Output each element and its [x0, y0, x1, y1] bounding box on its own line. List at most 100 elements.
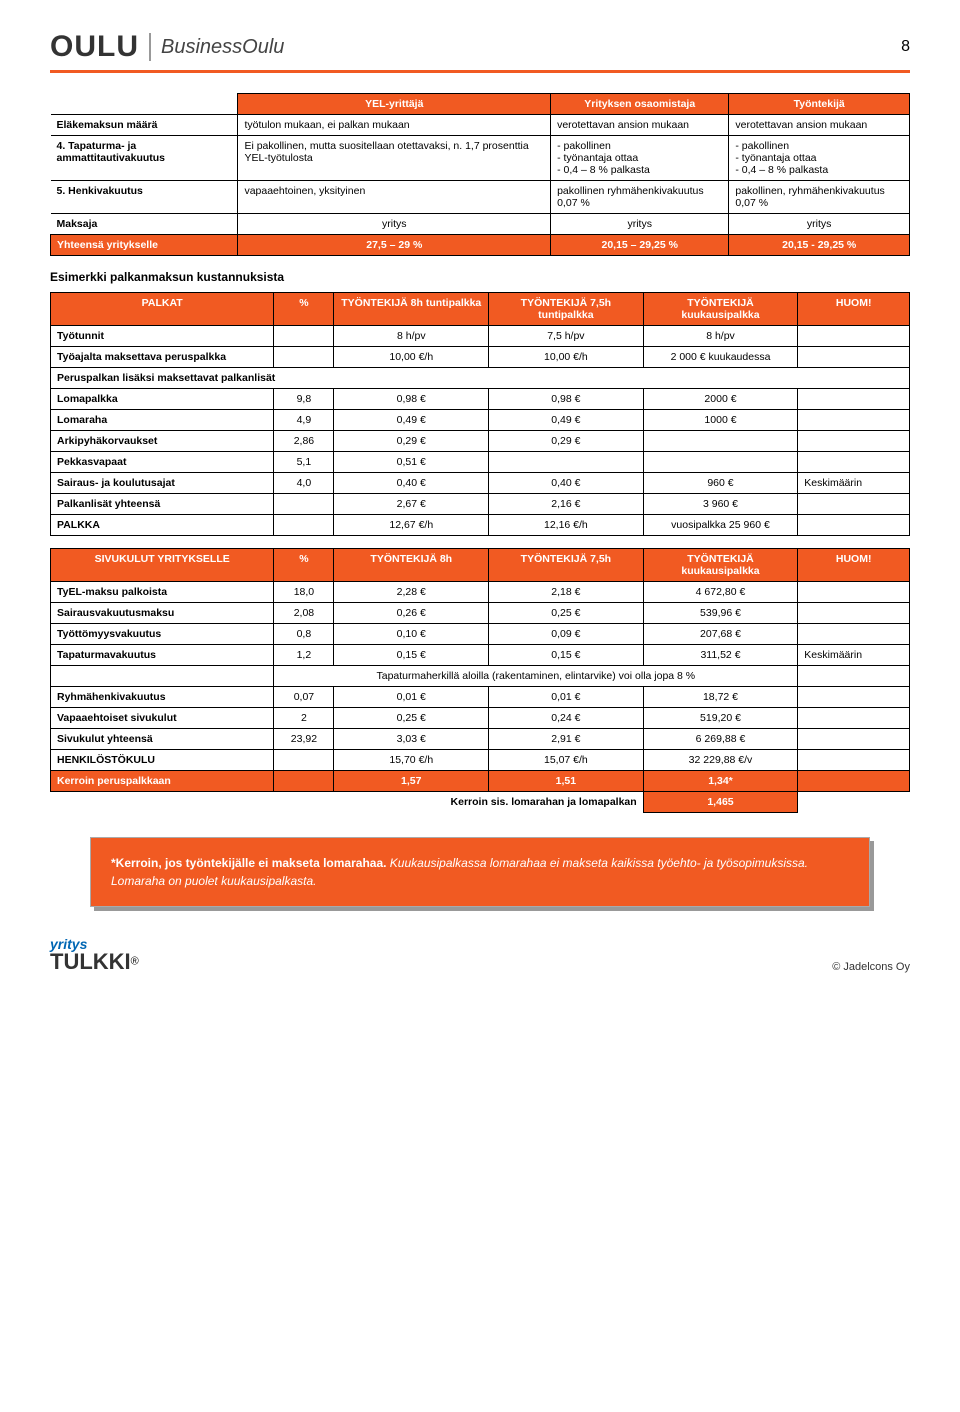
cell [798, 708, 910, 729]
logo-sub: BusinessOulu [161, 36, 284, 59]
cell: 3,03 € [334, 729, 489, 750]
cell: 0,98 € [334, 389, 489, 410]
cell: 2 [274, 708, 334, 729]
table-row: Sivukulut yhteensä23,923,03 €2,91 €6 269… [51, 729, 910, 750]
table-row: Palkanlisät yhteensä2,67 €2,16 €3 960 € [51, 494, 910, 515]
table-row: Ryhmähenkivakuutus0,070,01 €0,01 €18,72 … [51, 687, 910, 708]
cell [274, 494, 334, 515]
tulkki-main: TULKKI [50, 949, 131, 974]
col-header: SIVUKULUT YRITYKSELLE [51, 549, 274, 582]
cell: 10,00 €/h [334, 347, 489, 368]
cell: 15,70 €/h [334, 750, 489, 771]
page-header: OULU BusinessOulu 8 [50, 30, 910, 64]
insurance-table: YEL-yrittäjä Yrityksen osaomistaja Työnt… [50, 93, 910, 256]
table-row: Sairaus- ja koulutusajat4,00,40 €0,40 €9… [51, 473, 910, 494]
blank-cell [51, 666, 274, 687]
cell: 0,49 € [489, 410, 644, 431]
span-note-row: Tapaturmaherkillä aloilla (rakentaminen,… [51, 666, 910, 687]
col-header: TYÖNTEKIJÄ 8h tuntipalkka [334, 293, 489, 326]
row-label: Palkanlisät yhteensä [51, 494, 274, 515]
sum-cell: 27,5 – 29 % [238, 235, 551, 256]
cell [798, 624, 910, 645]
cell: 960 € [643, 473, 798, 494]
table-row: Maksaja yritys yritys yritys [51, 214, 910, 235]
cell [643, 431, 798, 452]
cell [798, 452, 910, 473]
cell: pakollinen ryhmähenkivakuutus 0,07 % [551, 181, 729, 214]
table-row: Työtunnit 8 h/pv 7,5 h/pv 8 h/pv [51, 326, 910, 347]
cell [798, 410, 910, 431]
row-label: Sairaus- ja koulutusajat [51, 473, 274, 494]
row-label: Eläkemaksun määrä [51, 115, 238, 136]
cell: Keskimäärin [798, 645, 910, 666]
blank-cell [798, 792, 910, 813]
cell: - pakollinen - työnantaja ottaa - 0,4 – … [551, 136, 729, 181]
table-row: Vapaaehtoiset sivukulut20,25 €0,24 €519,… [51, 708, 910, 729]
cell: 0,8 [274, 624, 334, 645]
row-label: Pekkasvapaat [51, 452, 274, 473]
cell: 207,68 € [643, 624, 798, 645]
cell: 4,0 [274, 473, 334, 494]
row-label: Lomaraha [51, 410, 274, 431]
cell: vapaaehtoinen, yksityinen [238, 181, 551, 214]
cell: 23,92 [274, 729, 334, 750]
sidecosts-table: SIVUKULUT YRITYKSELLE % TYÖNTEKIJÄ 8h TY… [50, 548, 910, 813]
row-label: Sivukulut yhteensä [51, 729, 274, 750]
table-row: PALKKA12,67 €/h12,16 €/hvuosipalkka 25 9… [51, 515, 910, 536]
cell: 539,96 € [643, 603, 798, 624]
cell: 0,40 € [334, 473, 489, 494]
cell [489, 452, 644, 473]
cell: 2,18 € [489, 582, 644, 603]
highlight-row: Kerroin peruspalkkaan1,571,511,34* [51, 771, 910, 792]
cell: 0,40 € [489, 473, 644, 494]
row-label: Kerroin peruspalkkaan [51, 771, 274, 792]
col-header: Yrityksen osaomistaja [551, 94, 729, 115]
section-title: Esimerkki palkanmaksun kustannuksista [50, 270, 910, 284]
sum-cell: 20,15 – 29,25 % [551, 235, 729, 256]
cell: 1,51 [489, 771, 644, 792]
col-header: % [274, 549, 334, 582]
col-header: % [274, 293, 334, 326]
copyright: © Jadelcons Oy [832, 961, 910, 973]
cell [274, 515, 334, 536]
cell: 0,26 € [334, 603, 489, 624]
row-label: Vapaaehtoiset sivukulut [51, 708, 274, 729]
row-label: Arkipyhäkorvaukset [51, 431, 274, 452]
cell: 0,15 € [489, 645, 644, 666]
cell: 7,5 h/pv [489, 326, 644, 347]
row-label: Työtunnit [51, 326, 274, 347]
col-header: TYÖNTEKIJÄ kuukausipalkka [643, 293, 798, 326]
row-label: Lomapalkka [51, 389, 274, 410]
cell: 9,8 [274, 389, 334, 410]
cell: 1,2 [274, 645, 334, 666]
cell [274, 771, 334, 792]
table-row: Pekkasvapaat5,10,51 € [51, 452, 910, 473]
span-row: Peruspalkan lisäksi maksettavat palkanli… [51, 368, 910, 389]
cell: yritys [551, 214, 729, 235]
sum-label: Yhteensä yritykselle [51, 235, 238, 256]
cell [798, 603, 910, 624]
cell: 0,25 € [489, 603, 644, 624]
tulkki-logo: yritys TULKKI® [50, 937, 139, 973]
cell [798, 515, 910, 536]
table-row: 4. Tapaturma- ja ammattitautivakuutus Ei… [51, 136, 910, 181]
cell: 2000 € [643, 389, 798, 410]
cell [798, 729, 910, 750]
cell: 10,00 €/h [489, 347, 644, 368]
cell: 0,98 € [489, 389, 644, 410]
cell: 0,01 € [489, 687, 644, 708]
blank-cell [798, 666, 910, 687]
table-header-row: PALKAT % TYÖNTEKIJÄ 8h tuntipalkka TYÖNT… [51, 293, 910, 326]
cell: 0,51 € [334, 452, 489, 473]
cell: työtulon mukaan, ei palkan mukaan [238, 115, 551, 136]
table-row: Tapaturmavakuutus1,20,15 €0,15 €311,52 €… [51, 645, 910, 666]
cell: Keskimäärin [798, 473, 910, 494]
note-bold: *Kerroin, jos työntekijälle ei makseta l… [111, 856, 386, 870]
table-row: 5. Henkivakuutus vapaaehtoinen, yksityin… [51, 181, 910, 214]
row-label: 5. Henkivakuutus [51, 181, 238, 214]
row-label: PALKKA [51, 515, 274, 536]
cell: 0,29 € [334, 431, 489, 452]
table-row: Työajalta maksettava peruspalkka 10,00 €… [51, 347, 910, 368]
cell [798, 582, 910, 603]
cell: 6 269,88 € [643, 729, 798, 750]
